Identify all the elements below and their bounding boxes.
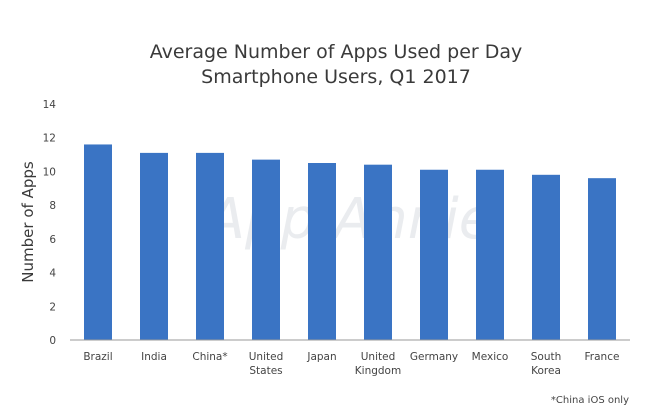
bar: [532, 174, 560, 340]
bar: [196, 152, 224, 340]
y-tick-label: 10: [43, 166, 56, 178]
bar: [588, 178, 616, 340]
x-category-label: Japan: [306, 351, 336, 363]
bar: [420, 169, 448, 340]
y-axis-label: Number of Apps: [19, 161, 37, 283]
bar: [308, 163, 336, 340]
chart-title-line-1: Average Number of Apps Used per Day: [150, 41, 523, 63]
y-tick-label: 12: [43, 133, 56, 145]
bar: [476, 169, 504, 340]
bars-group: [84, 144, 616, 340]
y-tick-label: 6: [49, 234, 56, 246]
y-tick-label: 4: [49, 268, 56, 280]
x-category-label: South: [531, 351, 562, 363]
x-category-label: Mexico: [472, 351, 509, 363]
x-category-label: Germany: [410, 351, 458, 363]
bar: [140, 152, 168, 340]
x-category-label: Korea: [531, 365, 561, 377]
x-category-label: France: [585, 351, 620, 363]
watermark: App Annie: [204, 187, 494, 252]
y-tick-label: 2: [49, 301, 56, 313]
bar: [364, 164, 392, 340]
x-category-label: Brazil: [83, 351, 112, 363]
x-category-label: United: [249, 351, 284, 363]
x-category-label: United: [361, 351, 396, 363]
y-tick-label: 8: [49, 200, 56, 212]
x-category-label: States: [249, 365, 282, 377]
chart-title-line-2: Smartphone Users, Q1 2017: [201, 66, 471, 88]
footnote: *China iOS only: [551, 395, 629, 406]
y-axis-ticks: 0 2 4 6 8 10 12 14: [43, 99, 57, 347]
x-category-label: India: [141, 351, 167, 363]
bar: [84, 144, 112, 340]
bar: [252, 159, 280, 340]
y-tick-label: 0: [49, 335, 56, 347]
x-category-label: China*: [192, 351, 227, 363]
x-category-label: Kingdom: [355, 365, 401, 377]
x-axis-labels: Brazil India China* United States Japan United…: [83, 351, 619, 377]
y-tick-label: 14: [43, 99, 57, 111]
